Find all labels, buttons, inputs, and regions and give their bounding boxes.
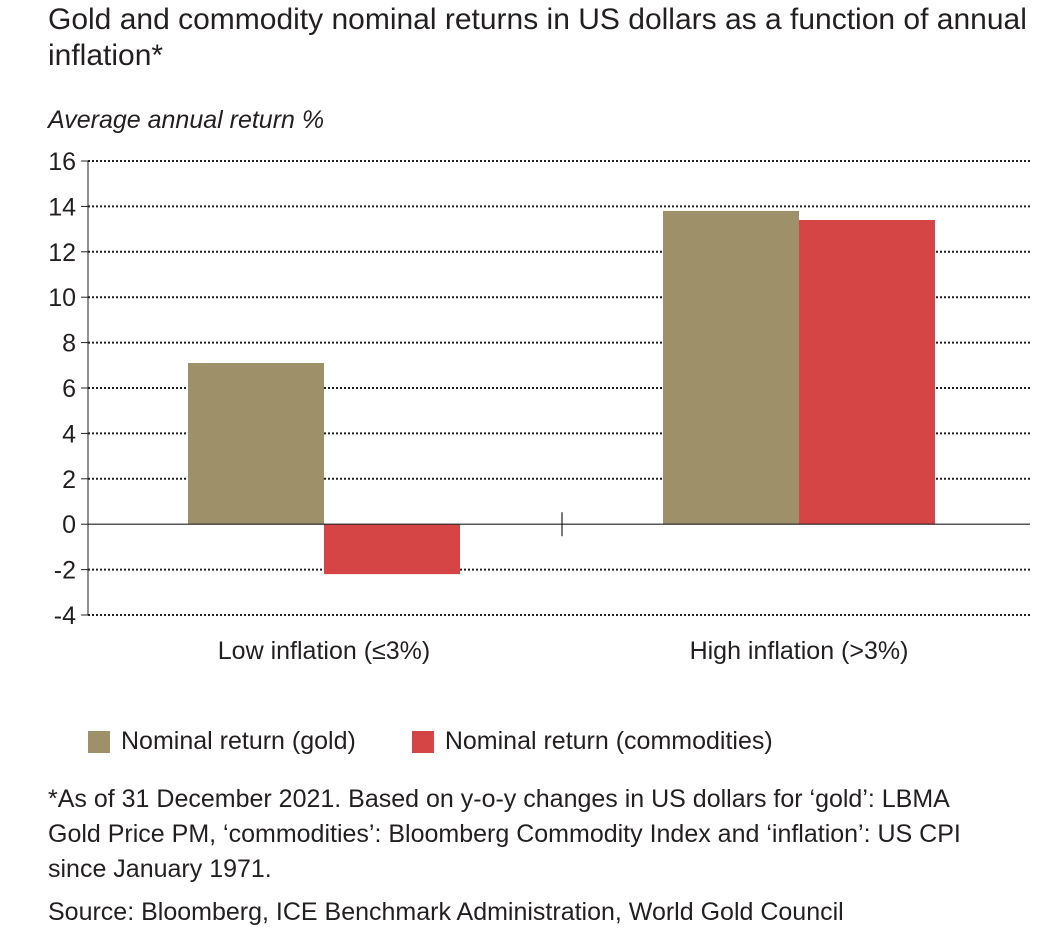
y-tick-label: -4 — [54, 602, 76, 630]
y-tick-label: 16 — [48, 148, 76, 176]
y-tick-label: -2 — [54, 557, 76, 585]
y-tick-label: 0 — [62, 511, 76, 539]
bar-commodities-1 — [799, 220, 935, 525]
bar-gold-0 — [188, 363, 324, 525]
bars — [188, 210, 935, 575]
y-tick-label: 10 — [48, 284, 76, 312]
legend-swatch-gold — [88, 730, 110, 753]
y-tick-label: 2 — [62, 466, 76, 494]
bar-commodities-0 — [324, 524, 460, 575]
y-tick-label: 12 — [48, 239, 76, 267]
x-category-label: Low inflation (≤3%) — [218, 637, 430, 665]
y-tick-label: 4 — [62, 420, 76, 448]
legend-item-commodities: Nominal return (commodities) — [411, 727, 773, 756]
bar-gold-1 — [663, 210, 799, 525]
footnote: *As of 31 December 2021. Based on y-o-y … — [48, 785, 961, 883]
y-tick-label: 6 — [62, 375, 76, 403]
y-tick-label: 8 — [62, 330, 76, 358]
chart-title: Gold and commodity nominal returns in US… — [48, 3, 1027, 72]
source-note: Source: Bloomberg, ICE Benchmark Adminis… — [48, 898, 844, 926]
bar-chart: 16 14 12 10 8 6 4 2 0 -2 -4 Low inflation (≤3%) High… — [48, 148, 1030, 665]
y-axis-label: Average annual return % — [48, 106, 325, 134]
legend-item-gold: Nominal return (gold) — [88, 727, 356, 756]
y-tick-label: 14 — [48, 193, 76, 221]
legend: Nominal return (gold) Nominal return (co… — [88, 727, 829, 756]
legend-swatch-commodities — [411, 730, 434, 753]
legend-label-gold: Nominal return (gold) — [121, 727, 356, 755]
legend-label-commodities: Nominal return (commodities) — [444, 727, 773, 755]
x-category-label: High inflation (>3%) — [690, 637, 909, 665]
axes: 16 14 12 10 8 6 4 2 0 -2 -4 Low inflation (≤3%) High… — [48, 148, 1030, 665]
